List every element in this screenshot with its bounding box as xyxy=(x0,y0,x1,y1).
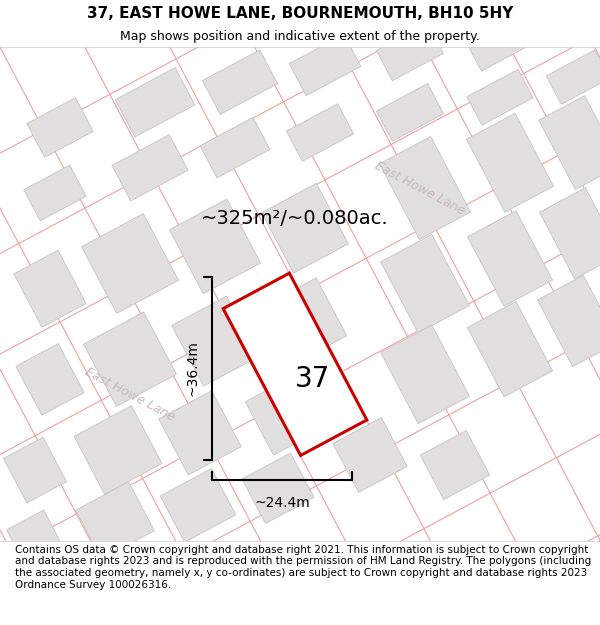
Polygon shape xyxy=(24,165,86,221)
Polygon shape xyxy=(112,134,188,201)
Polygon shape xyxy=(159,391,241,475)
Text: 37: 37 xyxy=(295,366,331,393)
Polygon shape xyxy=(289,34,361,96)
Polygon shape xyxy=(74,406,162,494)
Polygon shape xyxy=(223,273,367,456)
Polygon shape xyxy=(466,12,535,71)
Polygon shape xyxy=(286,104,353,161)
Polygon shape xyxy=(421,431,490,499)
Polygon shape xyxy=(172,296,259,386)
Polygon shape xyxy=(467,211,553,306)
Polygon shape xyxy=(539,96,600,189)
Polygon shape xyxy=(169,199,260,294)
Polygon shape xyxy=(76,482,154,559)
Polygon shape xyxy=(262,183,349,273)
Polygon shape xyxy=(4,438,67,503)
Polygon shape xyxy=(200,118,270,178)
Polygon shape xyxy=(7,510,64,568)
Polygon shape xyxy=(333,418,407,492)
Polygon shape xyxy=(380,234,469,333)
Text: Map shows position and indicative extent of the property.: Map shows position and indicative extent… xyxy=(120,30,480,43)
Polygon shape xyxy=(242,453,314,524)
Polygon shape xyxy=(14,250,86,328)
Polygon shape xyxy=(538,275,600,367)
Text: ~325m²/~0.080ac.: ~325m²/~0.080ac. xyxy=(201,209,389,227)
Polygon shape xyxy=(380,325,469,424)
Polygon shape xyxy=(466,113,554,212)
Polygon shape xyxy=(245,374,325,455)
Polygon shape xyxy=(263,278,347,364)
Polygon shape xyxy=(160,469,236,542)
Polygon shape xyxy=(202,50,278,114)
Text: East Howe Lane: East Howe Lane xyxy=(83,365,177,424)
Polygon shape xyxy=(539,188,600,279)
Polygon shape xyxy=(376,23,443,81)
Text: East Howe Lane: East Howe Lane xyxy=(373,159,467,218)
Text: Contains OS data © Crown copyright and database right 2021. This information is : Contains OS data © Crown copyright and d… xyxy=(15,545,591,589)
Polygon shape xyxy=(376,84,443,141)
Polygon shape xyxy=(379,136,470,239)
Polygon shape xyxy=(546,50,600,104)
Polygon shape xyxy=(16,344,84,415)
Polygon shape xyxy=(27,98,93,158)
Text: 37, EAST HOWE LANE, BOURNEMOUTH, BH10 5HY: 37, EAST HOWE LANE, BOURNEMOUTH, BH10 5H… xyxy=(87,6,513,21)
Text: ~36.4m: ~36.4m xyxy=(186,341,200,396)
Polygon shape xyxy=(82,214,179,314)
Polygon shape xyxy=(115,68,195,137)
Polygon shape xyxy=(467,69,533,125)
Text: ~24.4m: ~24.4m xyxy=(254,496,310,510)
Polygon shape xyxy=(83,312,176,406)
Polygon shape xyxy=(467,301,553,397)
